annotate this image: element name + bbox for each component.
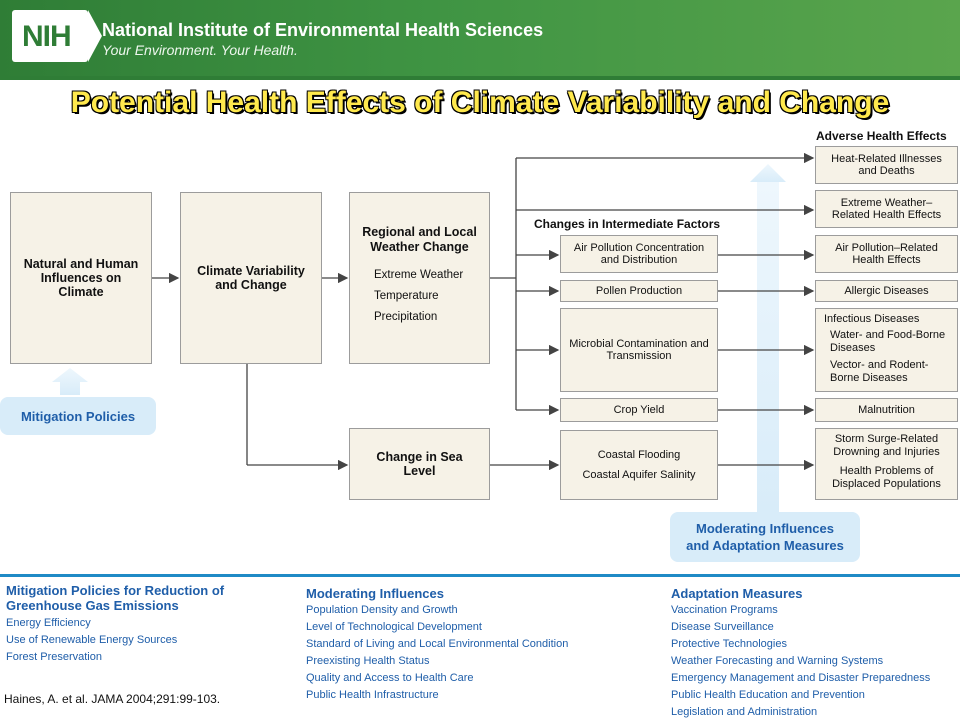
legend-adaptation-item: Legislation and Administration [671, 706, 818, 718]
org-name: National Institute of Environmental Heal… [102, 20, 544, 40]
regional-item: Precipitation [374, 311, 438, 323]
effect-box: Allergic Diseases [815, 280, 958, 302]
effect-label: Storm Surge-Related Drowning and Injurie… [833, 433, 940, 458]
regional-weather-box: Regional and Local Weather Change Extrem… [349, 192, 490, 364]
infectious-title: Infectious Diseases [824, 313, 920, 325]
effect-label: Allergic Diseases [844, 285, 929, 297]
site-header: NIH National Institute of Environmental … [0, 0, 960, 78]
sea-level-label: Change in Sea Level [376, 450, 463, 478]
intermediate-factor-label: Pollen Production [595, 285, 683, 297]
effect-box: Malnutrition [815, 398, 958, 422]
intermediate-factor-label: Air Pollution Concentration and Distribu… [573, 242, 705, 266]
legend-panel: Mitigation Policies for Reduction of Gre… [0, 574, 960, 723]
regional-item: Temperature [374, 290, 439, 302]
regional-weather-title: Regional and Local Weather Change [362, 225, 477, 254]
coastal-item: Coastal Flooding [597, 449, 681, 461]
infectious-item: Vector- and Rodent-Borne Diseases [830, 359, 929, 384]
legend-adaptation-item: Protective Technologies [671, 638, 787, 650]
moderating-influences-label: Moderating Influences and Adaptation Mea… [686, 521, 844, 553]
mitigation-policies-box: Mitigation Policies [0, 397, 156, 435]
legend-adaptation-item: Vaccination Programs [671, 604, 778, 616]
slide-title: Potential Health Effects of Climate Vari… [70, 86, 890, 119]
regional-item: Extreme Weather [374, 269, 464, 281]
climate-change-label: Climate Variability and Change [197, 264, 305, 292]
legend-mitigation-item: Use of Renewable Energy Sources [6, 634, 178, 646]
mitigation-policies-label: Mitigation Policies [20, 408, 136, 424]
legend-moderating-item: Level of Technological Development [306, 621, 482, 633]
moderating-up-arrows [52, 164, 786, 512]
legend-mitigation-item: Forest Preservation [6, 651, 102, 663]
header-divider [0, 76, 960, 80]
logo-arrow-icon [88, 10, 102, 62]
intermediate-header: Changes in Intermediate Factors [534, 217, 721, 231]
legend-mitigation-title: Mitigation Policies for Reduction of Gre… [6, 583, 225, 613]
coastal-box: Coastal Flooding Coastal Aquifer Salinit… [560, 430, 718, 500]
legend-moderating-item: Population Density and Growth [306, 604, 458, 616]
legend-moderating-item: Preexisting Health Status [306, 655, 430, 667]
effect-box: Air Pollution–Related Health Effects [815, 235, 958, 273]
nih-logo[interactable]: NIH [12, 10, 88, 62]
legend-adaptation-title: Adaptation Measures [671, 586, 803, 601]
effect-label: Heat-Related Illnesses and Deaths [831, 153, 942, 177]
legend-moderating-item: Public Health Infrastructure [306, 689, 439, 701]
climate-change-box: Climate Variability and Change [180, 192, 322, 364]
legend-moderating-title: Moderating Influences [306, 586, 444, 601]
legend-adaptation-item: Emergency Management and Disaster Prepar… [671, 672, 931, 684]
legend-moderating-item: Quality and Access to Health Care [306, 672, 474, 684]
infectious-box: Infectious Diseases Water- and Food-Born… [815, 308, 958, 392]
legend-moderating-item: Standard of Living and Local Environment… [306, 638, 569, 650]
intermediate-factor-box: Crop Yield [560, 398, 718, 422]
effect-box: Extreme Weather–Related Health Effects [815, 190, 958, 228]
natural-influences-box: Natural and Human Influences on Climate [10, 192, 152, 364]
natural-influences-label: Natural and Human Influences on Climate [23, 257, 139, 299]
intermediate-factor-label: Crop Yield [613, 404, 665, 416]
legend-adaptation-item: Weather Forecasting and Warning Systems [671, 655, 884, 667]
effect-label: Air Pollution–Related Health Effects [835, 242, 938, 266]
effect-label: Malnutrition [858, 404, 915, 416]
storm-box: Storm Surge-Related Drowning and Injurie… [815, 428, 958, 500]
logo-text: NIH [22, 20, 72, 53]
adverse-effects-header: Adverse Health Effects [816, 129, 947, 143]
legend-adaptation-item: Disease Surveillance [671, 621, 774, 633]
intermediate-factor-box: Microbial Contamination and Transmission [560, 308, 718, 392]
intermediate-factor-box: Air Pollution Concentration and Distribu… [560, 235, 718, 273]
intermediate-factor-box: Pollen Production [560, 280, 718, 302]
legend-mitigation-item: Energy Efficiency [6, 617, 91, 629]
effect-box: Heat-Related Illnesses and Deaths [815, 146, 958, 184]
citation: Haines, A. et al. JAMA 2004;291:99-103. [4, 692, 221, 706]
intermediate-factor-label: Microbial Contamination and Transmission [569, 338, 709, 362]
sea-level-box: Change in Sea Level [349, 428, 490, 500]
coastal-item: Coastal Aquifer Salinity [582, 469, 696, 481]
moderating-influences-box: Moderating Influences and Adaptation Mea… [670, 512, 860, 562]
legend-adaptation-item: Public Health Education and Prevention [671, 689, 865, 701]
tagline: Your Environment. Your Health. [102, 42, 298, 58]
effect-label: Health Problems of Displaced Populations [832, 465, 941, 490]
infectious-item: Water- and Food-Borne Diseases [830, 329, 946, 354]
effect-label: Extreme Weather–Related Health Effects [831, 197, 942, 221]
